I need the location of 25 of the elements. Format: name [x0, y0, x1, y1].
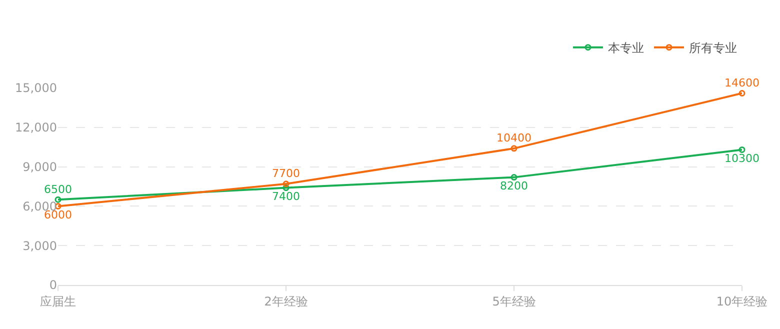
point [738, 146, 746, 153]
y-tick-label: 12,000 [15, 120, 57, 135]
point [282, 184, 290, 192]
data-label: 6500 [44, 182, 72, 196]
point [282, 180, 290, 188]
legend-label: 本专业 [608, 41, 644, 56]
y-tick-label: 0 [49, 278, 57, 292]
legend-label: 所有专业 [689, 41, 737, 56]
y-tick-label: 15,000 [15, 81, 57, 96]
point [738, 90, 746, 96]
x-tick-label: 5年经验 [492, 294, 536, 308]
y-tick-label: 3,000 [22, 238, 57, 253]
data-label: 7400 [272, 190, 300, 204]
point [510, 145, 518, 152]
data-label: 14600 [724, 76, 760, 90]
x-tick-label: 2年经验 [264, 294, 308, 308]
y-tick-label: 9,000 [22, 160, 57, 174]
point [510, 174, 518, 181]
data-label: 10300 [724, 152, 760, 166]
data-label: 8200 [500, 180, 528, 193]
point [54, 196, 62, 203]
x-tick-label: 10年经验 [716, 294, 768, 308]
x-tick-label: 应届生 [40, 294, 76, 308]
data-label: 7700 [272, 166, 300, 180]
data-label: 10400 [496, 132, 532, 145]
